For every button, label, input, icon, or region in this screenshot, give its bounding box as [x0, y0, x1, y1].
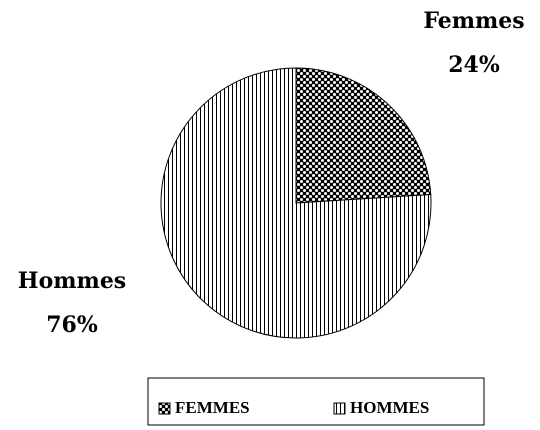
slice-value-label: 76%	[46, 312, 98, 338]
legend-swatch	[158, 402, 171, 415]
slice-value-label: 24%	[448, 52, 500, 78]
pie-slice	[295, 67, 432, 204]
legend-label: FEMMES	[175, 398, 250, 417]
legend-label: HOMMES	[350, 398, 429, 417]
legend-box	[147, 377, 485, 426]
slice-label: Hommes	[18, 268, 126, 294]
slice-label: Femmes	[423, 8, 524, 34]
legend-swatch	[333, 402, 346, 415]
pie-slice	[160, 67, 432, 339]
